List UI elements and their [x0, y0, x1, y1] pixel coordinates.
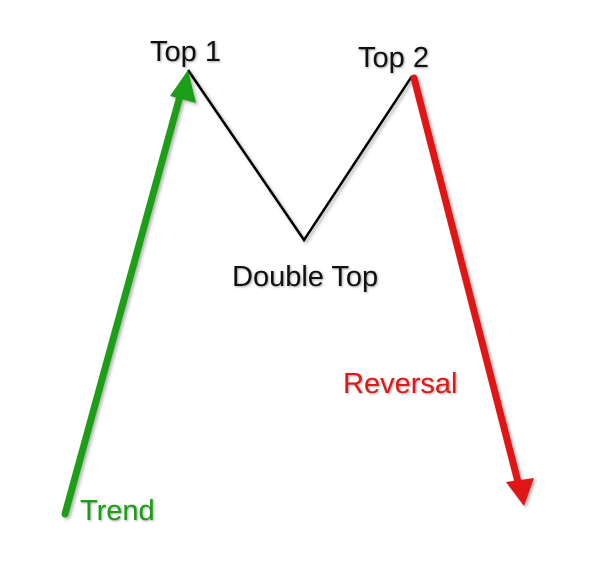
top-2-label: Top 2: [358, 42, 429, 74]
trend-arrow: [61, 70, 196, 518]
double-top-line: [186, 69, 414, 243]
reversal-label: Reversal: [343, 368, 458, 400]
reversal-arrow: [410, 74, 534, 506]
trend-label: Trend: [80, 495, 155, 527]
top-1-label: Top 1: [150, 36, 221, 68]
double-top-label: Double Top: [232, 261, 379, 293]
